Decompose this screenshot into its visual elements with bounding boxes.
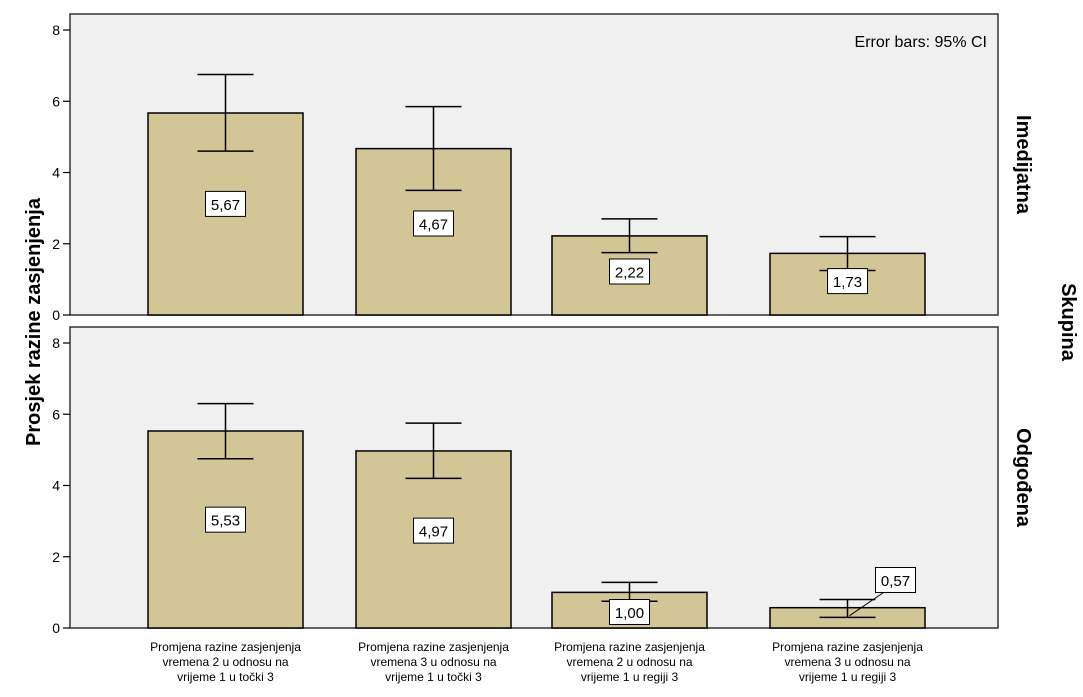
data-label: 5,53 (211, 513, 240, 530)
error-bars-note: Error bars: 95% CI (855, 34, 987, 51)
y-tick-label: 4 (52, 165, 60, 181)
facet-title: Skupina (1057, 283, 1079, 362)
y-tick-label: 8 (52, 335, 60, 351)
y-tick-label: 2 (52, 236, 60, 252)
data-label-box (205, 190, 246, 217)
x-category-label: vremena 2 u odnosu na (566, 655, 692, 669)
y-tick-label: 8 (52, 22, 60, 38)
data-label-box (413, 517, 454, 544)
x-category-label: vremena 2 u odnosu na (162, 655, 288, 669)
data-label-box (205, 506, 246, 533)
x-category-label: Promjena razine zasjenjenja (150, 640, 301, 654)
facet-label: Imedijatna (1012, 115, 1034, 215)
data-label-box (413, 210, 454, 237)
x-category-label: vrijeme 1 u regiji 3 (581, 670, 679, 684)
y-tick-label: 0 (52, 307, 60, 323)
data-label-leader (849, 592, 884, 617)
data-label-box (609, 258, 650, 285)
y-tick-label: 6 (52, 406, 60, 422)
y-tick-label: 4 (52, 478, 60, 494)
data-label: 5,67 (211, 197, 240, 214)
x-category-label: vrijeme 1 u točki 3 (385, 670, 482, 684)
data-label: 1,73 (833, 274, 862, 291)
x-category-label: vrijeme 1 u regiji 3 (799, 670, 897, 684)
data-label-box (827, 268, 868, 295)
x-category-label: vremena 3 u odnosu na (784, 655, 910, 669)
data-label: 4,97 (419, 524, 448, 541)
data-label-box (875, 567, 916, 593)
data-label: 4,67 (419, 216, 448, 233)
data-label: 2,22 (615, 265, 644, 282)
x-category-label: Promjena razine zasjenjenja (554, 640, 705, 654)
x-category-label: Promjena razine zasjenjenja (358, 640, 509, 654)
data-label: 0,57 (881, 573, 910, 590)
x-category-label: Promjena razine zasjenjenja (772, 640, 923, 654)
y-axis-title: Prosjek razine zasjenjenja (23, 197, 45, 446)
data-label: 1,00 (615, 605, 644, 622)
y-tick-label: 0 (52, 620, 60, 636)
data-label-box (609, 599, 650, 625)
y-tick-label: 2 (52, 549, 60, 565)
x-category-label: vremena 3 u odnosu na (370, 655, 496, 669)
y-tick-label: 6 (52, 93, 60, 109)
facet-label: Odgođena (1012, 428, 1034, 528)
x-category-label: vrijeme 1 u točki 3 (177, 670, 274, 684)
